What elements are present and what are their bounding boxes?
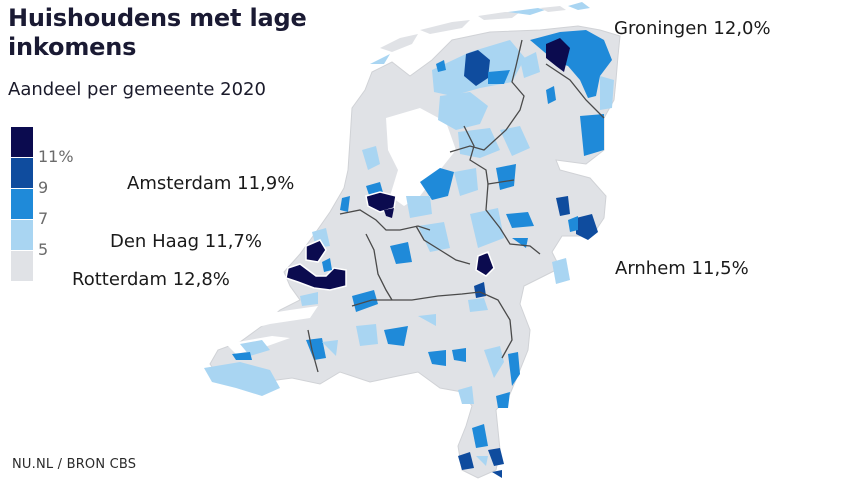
south-municipalities — [204, 298, 520, 478]
province-borders — [307, 39, 605, 373]
label-den-haag: Den Haag 11,7% — [110, 231, 262, 252]
label-arnhem: Arnhem 11,5% — [615, 258, 749, 279]
legend-swatch-9-11 — [11, 158, 33, 188]
den-haag-region — [305, 239, 327, 263]
map-title: Huishoudens met lage inkomens — [8, 4, 307, 61]
legend-label-9: 9 — [38, 178, 49, 197]
label-amsterdam: Amsterdam 11,9% — [127, 173, 295, 194]
source-credit: NU.NL / BRON CBS — [12, 457, 137, 472]
map-subtitle: Aandeel per gemeente 2020 — [8, 79, 266, 100]
north-municipalities — [432, 30, 614, 158]
legend-label-7: 7 — [38, 209, 49, 228]
color-legend — [11, 127, 33, 282]
legend-label-5: 5 — [38, 240, 49, 259]
legend-swatch-11plus — [11, 127, 33, 157]
legend-swatch-5-7 — [11, 220, 33, 250]
zeeland-water — [226, 306, 318, 354]
label-rotterdam: Rotterdam 12,8% — [72, 269, 230, 290]
ijsselmeer — [386, 108, 456, 206]
arnhem-region — [475, 251, 495, 277]
label-groningen: Groningen 12,0% — [614, 18, 771, 39]
legend-swatch-below-5 — [11, 251, 33, 281]
legend-label-11: 11% — [38, 147, 74, 166]
land-outline — [209, 25, 621, 479]
randstad-south — [285, 239, 495, 312]
legend-swatch-7-9 — [11, 189, 33, 219]
wadden-islands — [370, 2, 590, 64]
rotterdam-region — [285, 263, 347, 291]
